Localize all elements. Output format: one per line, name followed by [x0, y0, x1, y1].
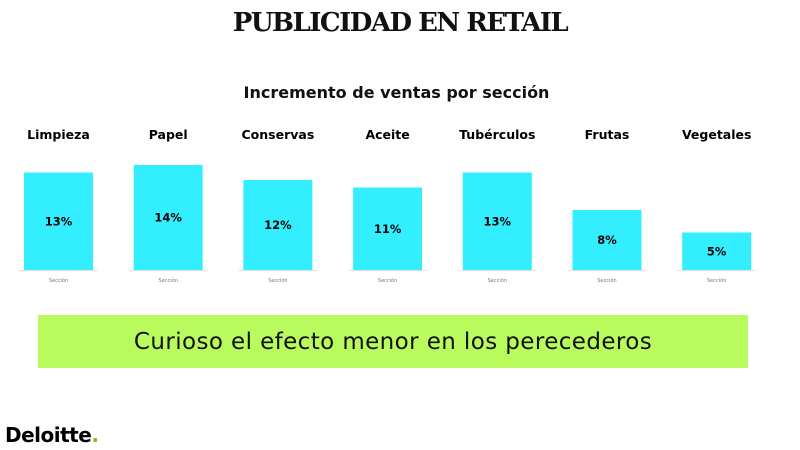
value-label: 13%: [484, 214, 512, 228]
value-label: 12%: [264, 218, 292, 232]
value-label: 8%: [597, 233, 617, 247]
callout-banner: Curioso el efecto menor en los pereceder…: [38, 315, 748, 368]
category-label: Frutas: [585, 127, 630, 142]
axis-label: Sección: [597, 277, 616, 284]
category-label: Aceite: [365, 127, 409, 142]
bar: [682, 232, 752, 270]
category-label: Vegetales: [682, 127, 752, 142]
axis-label: Sección: [159, 277, 178, 284]
value-label: 13%: [45, 214, 73, 228]
bar: [133, 165, 203, 270]
bar: [353, 187, 423, 270]
callout-text: Curioso el efecto menor en los pereceder…: [133, 328, 653, 355]
bar: [24, 172, 93, 270]
axis-label: Sección: [268, 277, 287, 284]
axis-label: Sección: [488, 277, 507, 284]
value-label: 5%: [707, 244, 727, 258]
page-title: PUBLICIDAD EN RETAIL: [232, 8, 569, 38]
category-label: Tubérculos: [459, 127, 535, 142]
category-label: Papel: [149, 127, 188, 142]
value-label: 11%: [374, 222, 402, 236]
deloitte-logo: Deloitte.: [5, 423, 99, 447]
category-label: Conservas: [242, 127, 315, 142]
axis-label: Sección: [49, 277, 68, 284]
axis-label: Sección: [707, 277, 726, 284]
bar: [462, 172, 532, 270]
bar: [572, 210, 642, 270]
value-label: 14%: [154, 211, 182, 225]
logo-wordmark: Deloitte: [5, 423, 92, 447]
bar: [243, 180, 313, 270]
logo-dot: .: [91, 423, 99, 447]
chart-title: Incremento de ventas por sección: [243, 83, 550, 102]
axis-label: Sección: [378, 277, 397, 284]
bar-chart: Limpieza 13% Sección Papel 14% Sección Conserv…: [19, 127, 757, 284]
category-label: Limpieza: [27, 127, 90, 142]
